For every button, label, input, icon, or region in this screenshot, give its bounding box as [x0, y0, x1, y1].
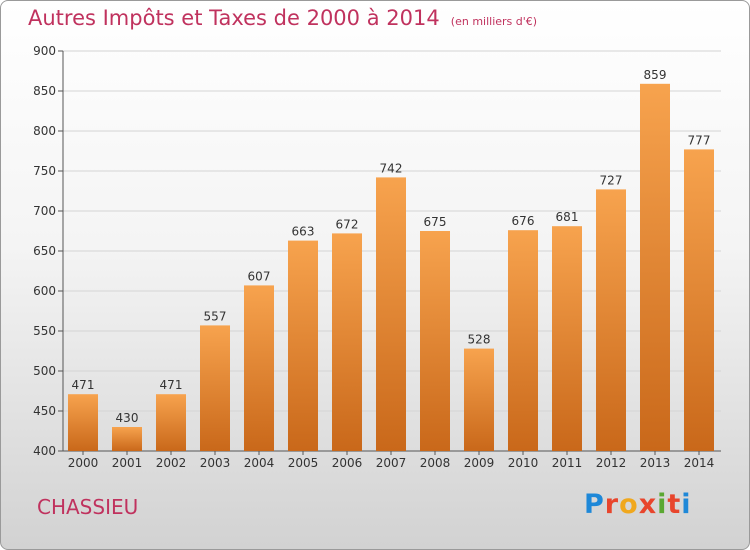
y-tick-label: 800: [33, 124, 56, 138]
bars: [68, 83, 714, 452]
bar: [508, 230, 538, 451]
y-tick-label: 450: [33, 404, 56, 418]
bar-value-label: 777: [688, 133, 711, 147]
y-tick-label: 750: [33, 164, 56, 178]
bar-value-label: 742: [380, 161, 403, 175]
logo-letter: i: [657, 489, 668, 520]
bar: [244, 285, 274, 451]
chart-title-block: Autres Impôts et Taxes de 2000 à 2014 (e…: [28, 6, 537, 30]
x-tick-label: 2007: [376, 456, 407, 470]
x-tick-label: 2008: [420, 456, 451, 470]
logo-letter: r: [604, 489, 620, 520]
city-name: CHASSIEU: [37, 495, 139, 519]
y-tick-label: 700: [33, 204, 56, 218]
x-tick-label: 2011: [552, 456, 583, 470]
bar-value-label: 676: [512, 214, 535, 228]
bar: [640, 83, 670, 452]
bar: [464, 348, 494, 451]
bar: [332, 233, 362, 451]
x-tick-label: 2010: [508, 456, 539, 470]
chart-subtitle: (en milliers d'€): [450, 15, 538, 28]
bar: [156, 394, 186, 451]
bar-value-label: 471: [72, 378, 95, 392]
bar-value-label: 430: [116, 411, 139, 425]
bar-value-label: 607: [248, 269, 271, 283]
x-tick-label: 2000: [68, 456, 99, 470]
bar: [420, 231, 450, 451]
bar: [288, 240, 318, 451]
bar-value-label: 663: [292, 225, 315, 239]
x-tick-label: 2012: [596, 456, 627, 470]
bar-value-label: 672: [336, 217, 359, 231]
logo-letter: P: [584, 489, 605, 520]
bar-value-label: 681: [556, 210, 579, 224]
y-tick-label: 650: [33, 244, 56, 258]
y-tick-label: 850: [33, 84, 56, 98]
x-tick-label: 2006: [332, 456, 363, 470]
proxiti-logo[interactable]: Proxiti: [584, 489, 692, 520]
bar-value-label: 528: [468, 333, 491, 347]
chart-title: Autres Impôts et Taxes de 2000 à 2014: [28, 6, 440, 30]
y-tick-label: 400: [33, 444, 56, 458]
bar: [68, 394, 98, 451]
bar: [684, 149, 714, 451]
y-tick-label: 600: [33, 284, 56, 298]
bar-value-label: 727: [600, 173, 623, 187]
bar: [596, 189, 626, 451]
bar: [112, 427, 142, 451]
y-tick-label: 550: [33, 324, 56, 338]
x-tick-label: 2005: [288, 456, 319, 470]
bar-value-label: 675: [424, 215, 447, 229]
x-tick-label: 2002: [156, 456, 187, 470]
x-tick-label: 2014: [684, 456, 715, 470]
labels: 400 450 500 550 600 650 700 750 800 850 900 471 2000…: [33, 44, 714, 470]
x-tick-label: 2009: [464, 456, 495, 470]
bar: [200, 325, 230, 451]
bar-value-label: 471: [160, 378, 183, 392]
bar: [376, 177, 406, 451]
y-tick-label: 900: [33, 44, 56, 58]
bar-value-label: 557: [204, 309, 227, 323]
x-tick-label: 2003: [200, 456, 231, 470]
logo-letter: i: [681, 489, 692, 520]
logo-letter: o: [619, 489, 639, 520]
logo-letter: x: [638, 489, 658, 520]
x-tick-label: 2004: [244, 456, 275, 470]
x-tick-label: 2013: [640, 456, 671, 470]
logo-letter: t: [667, 489, 682, 520]
bar-value-label: 859: [644, 68, 667, 82]
bar: [552, 226, 582, 451]
y-tick-label: 500: [33, 364, 56, 378]
x-tick-label: 2001: [112, 456, 143, 470]
